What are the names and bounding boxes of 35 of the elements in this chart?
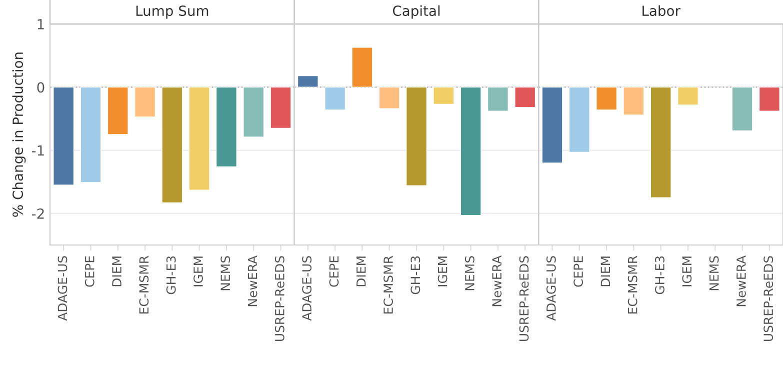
y-tick-label: -2 <box>32 208 44 219</box>
x-tick-label: GH-E3 <box>410 256 420 294</box>
y-tick-label: 0 <box>37 82 44 93</box>
x-tick-label: NewERA <box>736 256 746 306</box>
x-tick-label: ADAGE-US <box>58 256 68 321</box>
x-tick-label: ADAGE-US <box>302 256 312 321</box>
y-tick-label: 1 <box>38 19 44 30</box>
x-tick-label: ADAGE-US <box>546 256 556 321</box>
x-tick-label: GH-E3 <box>166 256 176 294</box>
x-tick-label: NewERA <box>492 256 502 306</box>
x-tick-label: NEMS <box>709 256 719 290</box>
x-tick-label: USREP-ReEDS <box>274 256 284 342</box>
chart-title: Lump Sum <box>136 6 208 19</box>
x-tick-label: CEPE <box>84 256 94 287</box>
x-tick-label: NEMS <box>220 256 230 290</box>
x-tick-label: EC-MSMR <box>384 256 393 314</box>
x-tick-label: DIEM <box>600 256 610 286</box>
x-tick-label: DIEM <box>356 256 366 286</box>
x-tick-label: DIEM <box>112 256 122 286</box>
x-tick-label: CEPE <box>574 256 584 287</box>
chart-title: Labor <box>642 5 680 16</box>
x-tick-label: EC-MSMR <box>628 256 638 314</box>
x-tick-label: USREP-ReEDS <box>764 256 774 342</box>
x-tick-label: GH-E3 <box>655 256 664 294</box>
x-tick-label: IGEM <box>438 256 448 286</box>
chart-title: Capital <box>392 5 440 19</box>
x-tick-label: CEPE <box>329 256 339 287</box>
y-tick-label: -1 <box>32 145 44 156</box>
x-tick-label: IGEM <box>682 256 692 286</box>
x-tick-label: NEMS <box>464 256 474 290</box>
x-tick-label: NewERA <box>248 256 258 306</box>
x-tick-label: EC-MSMR <box>139 256 149 314</box>
x-tick-label: USREP-ReEDS <box>519 256 529 342</box>
x-tick-label: IGEM <box>193 256 203 286</box>
y-axis-title: % Change in Production <box>12 52 26 217</box>
